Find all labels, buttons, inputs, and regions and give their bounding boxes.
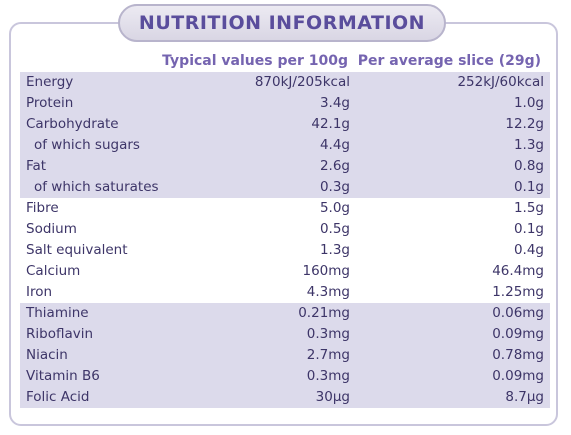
value-per-100g: 0.3g (319, 179, 350, 195)
value-per-100g: 30µg (315, 389, 350, 405)
value-per-100g: 2.6g (319, 158, 350, 174)
value-per-slice: 0.06mg (492, 305, 544, 321)
nutrient-name: Fibre (26, 200, 59, 216)
value-per-100g: 0.5g (319, 221, 350, 237)
value-per-100g: 4.3mg (306, 284, 350, 300)
column-headers: Typical values per 100g Per average slic… (0, 50, 571, 72)
value-per-100g: 0.3mg (306, 326, 350, 342)
value-per-slice: 1.0g (513, 95, 544, 111)
nutrient-name: Niacin (26, 347, 68, 363)
value-per-slice: 0.4g (513, 242, 544, 258)
header-per-100g: Typical values per 100g (162, 53, 348, 69)
table-row: Protein 3.4g 1.0g (20, 93, 550, 114)
value-per-slice: 0.1g (513, 221, 544, 237)
value-per-slice: 0.09mg (492, 368, 544, 384)
nutrient-name: Riboflavin (26, 326, 94, 342)
nutrient-name: Salt equivalent (26, 242, 128, 258)
nutrition-table: Energy 870kJ/205kcal 252kJ/60kcal Protein 3.… (20, 72, 550, 408)
value-per-slice: 0.78mg (492, 347, 544, 363)
value-per-slice: 0.1g (513, 179, 544, 195)
page-title: NUTRITION INFORMATION (138, 12, 426, 34)
nutrient-name: of which saturates (34, 179, 159, 195)
value-per-slice: 252kJ/60kcal (457, 74, 544, 90)
value-per-100g: 2.7mg (306, 347, 350, 363)
nutrient-name: Sodium (26, 221, 77, 237)
value-per-100g: 1.3g (319, 242, 350, 258)
table-row: of which sugars 4.4g 1.3g (20, 135, 550, 156)
nutrient-name: Fat (26, 158, 47, 174)
value-per-slice: 1.5g (513, 200, 544, 216)
table-row: Vitamin B6 0.3mg 0.09mg (20, 366, 550, 387)
value-per-100g: 160mg (302, 263, 351, 279)
table-row: Niacin 2.7mg 0.78mg (20, 345, 550, 366)
nutrient-name: Folic Acid (26, 389, 90, 405)
value-per-slice: 0.09mg (492, 326, 544, 342)
table-row: Fat 2.6g 0.8g (20, 156, 550, 177)
table-row: Carbohydrate 42.1g 12.2g (20, 114, 550, 135)
table-row: of which saturates 0.3g 0.1g (20, 177, 550, 198)
nutrient-name: Thiamine (26, 305, 89, 321)
table-row: Fibre 5.0g 1.5g (20, 198, 550, 219)
value-per-100g: 0.3mg (306, 368, 350, 384)
nutrient-name: Iron (26, 284, 53, 300)
table-row: Sodium 0.5g 0.1g (20, 219, 550, 240)
nutrient-name: Protein (26, 95, 74, 111)
header-per-slice: Per average slice (29g) (357, 53, 541, 69)
nutrient-name: Energy (26, 74, 74, 90)
table-row: Salt equivalent 1.3g 0.4g (20, 240, 550, 261)
value-per-100g: 0.21mg (298, 305, 350, 321)
table-row: Riboflavin 0.3mg 0.09mg (20, 324, 550, 345)
value-per-100g: 870kJ/205kcal (254, 74, 350, 90)
value-per-slice: 1.3g (513, 137, 544, 153)
value-per-100g: 3.4g (319, 95, 350, 111)
table-row: Folic Acid 30µg 8.7µg (20, 387, 550, 408)
value-per-100g: 4.4g (319, 137, 350, 153)
title-badge: NUTRITION INFORMATION (118, 4, 446, 42)
table-row: Thiamine 0.21mg 0.06mg (20, 303, 550, 324)
value-per-100g: 5.0g (319, 200, 350, 216)
value-per-slice: 46.4mg (492, 263, 544, 279)
nutrient-name: Vitamin B6 (26, 368, 100, 384)
nutrient-name: Carbohydrate (26, 116, 119, 132)
value-per-slice: 1.25mg (492, 284, 544, 300)
table-row: Calcium 160mg 46.4mg (20, 261, 550, 282)
nutrient-name: of which sugars (34, 137, 140, 153)
value-per-slice: 8.7µg (505, 389, 544, 405)
value-per-slice: 12.2g (505, 116, 544, 132)
nutrient-name: Calcium (26, 263, 81, 279)
value-per-slice: 0.8g (513, 158, 544, 174)
value-per-100g: 42.1g (311, 116, 350, 132)
table-row: Energy 870kJ/205kcal 252kJ/60kcal (20, 72, 550, 93)
table-row: Iron 4.3mg 1.25mg (20, 282, 550, 303)
